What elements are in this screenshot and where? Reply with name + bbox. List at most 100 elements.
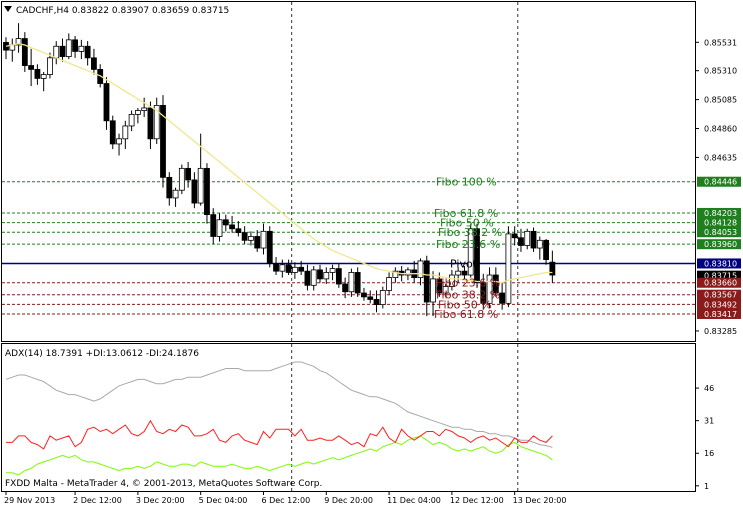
adx-indicator: 46 31 16 1 [5, 361, 714, 491]
price-tag-label: 0.84446 [704, 178, 737, 187]
fibo-level-label: Pivot [450, 257, 478, 270]
fibo-levels [2, 181, 695, 315]
price-tick-label: 0.85531 [704, 38, 737, 47]
candle-bear [335, 268, 342, 285]
candle-bull [53, 45, 60, 59]
price-tick-label: 0.84860 [704, 125, 737, 134]
candle-bear [254, 236, 261, 249]
candle-bear [72, 39, 78, 52]
adx-tick-label: 1 [704, 482, 709, 491]
price-tag [697, 277, 741, 288]
price-tick-label: 0.84635 [704, 153, 737, 162]
adx-pane[interactable] [1, 343, 696, 492]
candle-bull [379, 290, 386, 305]
candle-bear [342, 283, 349, 293]
candle-bull [536, 239, 543, 249]
candle-bull [323, 272, 330, 280]
candle-bear [354, 272, 361, 294]
candle-bull [65, 39, 72, 57]
candle-bear [461, 270, 468, 276]
fibo-level-label: Fibo 50 % [438, 298, 492, 311]
candle-bear [549, 261, 556, 276]
fibo-level-label: Fibo 23.6 % [436, 238, 500, 251]
time-tick-label: 11 Dec 04:00 [387, 496, 441, 505]
candle-bear [222, 219, 229, 226]
candle-bear [34, 69, 41, 79]
candle-bear [229, 224, 235, 230]
fibo-level-label: Fibo 38.2 % [438, 226, 502, 239]
candle-bull [216, 219, 223, 237]
time-tick-label: 3 Dec 20:00 [136, 496, 185, 505]
candle-bear [317, 269, 323, 280]
candle-bull [291, 266, 298, 273]
price-tag-label: 0.83715 [704, 272, 737, 281]
adx-tick-label: 31 [704, 417, 714, 426]
candle-bear [298, 266, 305, 272]
price-tag-label: 0.83660 [704, 279, 737, 288]
candle-bear [241, 232, 248, 241]
time-tick-label: 2 Dec 12:00 [73, 496, 122, 505]
candle-bull [279, 264, 286, 272]
fibo-level-labels: Fibo 100 %Fibo 61.8 %Fibo 50 %Fibo 38.2 … [434, 176, 502, 321]
time-tick-label: 13 Dec 20:00 [513, 496, 567, 505]
price-tag-label: 0.83567 [704, 291, 737, 300]
candle-bull [15, 38, 22, 46]
fibo-level-label: Fibo 23.6 % [436, 277, 500, 290]
candle-bull [128, 113, 135, 127]
candle-bull [505, 233, 512, 304]
candle-bull [47, 57, 53, 75]
candle-bear [436, 278, 443, 294]
price-tag [697, 207, 741, 218]
plus-di-line [6, 435, 553, 476]
price-tag-label: 0.83417 [704, 310, 737, 319]
price-tag-label: 0.83492 [704, 300, 737, 309]
candle-bear [423, 260, 430, 303]
candle-bear [518, 237, 524, 246]
candle-bear [109, 120, 116, 145]
price-tag [697, 270, 741, 281]
candle-bull [329, 268, 336, 273]
moving-average [5, 43, 553, 284]
candle-bear [28, 65, 35, 70]
candle-bear [499, 292, 506, 304]
candle-bear [273, 263, 279, 272]
candle-bear [147, 107, 154, 140]
candle-bear [21, 38, 28, 66]
candle-bear [373, 299, 380, 305]
grid [291, 2, 519, 491]
candle-bull [524, 230, 531, 246]
candle-bear [304, 270, 311, 286]
candle-bear [530, 230, 537, 249]
adx-title: ADX(14) 18.7391 +DI:13.0612 -DI:24.1876 [5, 349, 199, 359]
candle-bear [474, 228, 480, 284]
candle-bull [486, 274, 493, 304]
price-tag-label: 0.83960 [704, 240, 737, 249]
candle-bear [160, 104, 166, 178]
fibo-level-label: Fibo 38.2 % [436, 289, 500, 302]
triangle-down-icon[interactable] [4, 6, 12, 12]
price-tick-label: 0.83285 [704, 327, 737, 336]
price-tag [697, 239, 741, 250]
candle-bear [204, 167, 210, 216]
time-tick-label: 9 Dec 20:00 [324, 496, 373, 505]
time-tick-label: 5 Dec 04:00 [199, 496, 248, 505]
time-axis: 29 Nov 2013 2 Dec 12:00 3 Dec 20:00 5 Dec 0… [4, 491, 566, 505]
price-tag [697, 308, 741, 319]
chart-header: CADCHF,H4 0.83822 0.83907 0.83659 0.8371… [4, 6, 229, 16]
price-tag [697, 217, 741, 228]
time-tick-label: 6 Dec 12:00 [261, 496, 310, 505]
candle-bull [405, 269, 411, 276]
fibo-level-label: Fibo 100 % [436, 176, 497, 189]
candle-bear [210, 214, 217, 237]
candle-bull [122, 125, 129, 140]
candle-bull [178, 167, 185, 191]
price-pane[interactable] [1, 1, 696, 342]
candle-bull [116, 138, 122, 145]
candle-bear [361, 292, 367, 298]
price-tag-label: 0.84203 [704, 209, 737, 218]
fibo-level-label: Fibo 50 % [440, 217, 494, 230]
candle-bull [455, 270, 462, 276]
